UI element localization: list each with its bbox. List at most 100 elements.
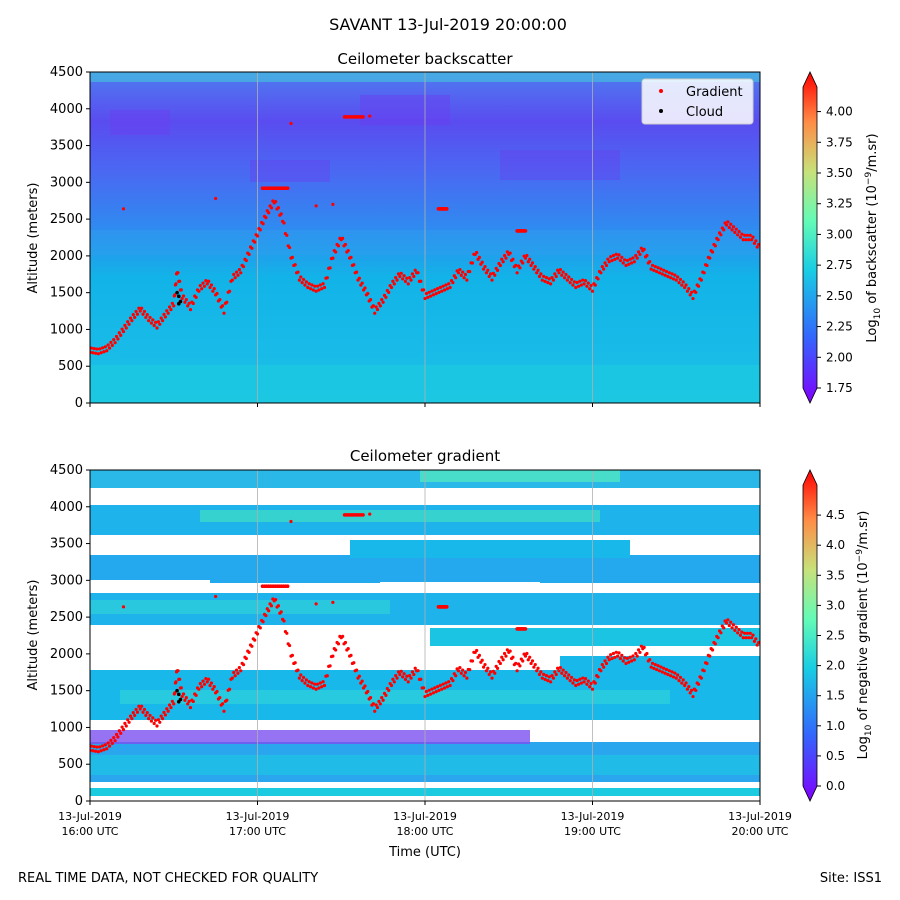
gradient-point: [426, 693, 430, 697]
gradient-point: [346, 249, 350, 253]
gradient-point: [688, 691, 692, 695]
gradient-point: [757, 640, 760, 645]
gradient-point: [685, 687, 690, 691]
gradient-point: [269, 206, 274, 210]
gradient-point: [589, 681, 593, 686]
gradient-point: [741, 636, 745, 640]
gradient-point: [529, 661, 533, 666]
gradient-point: [542, 274, 546, 278]
gradient-point: [511, 655, 515, 659]
gradient-point: [713, 244, 717, 248]
gradient-point: [623, 656, 627, 660]
gradient-point: [691, 296, 695, 301]
gradient-point: [539, 670, 543, 674]
gradient-point: [352, 263, 356, 267]
gradient-point: [239, 271, 243, 275]
gradient-point: [166, 709, 170, 713]
gradient-point: [571, 283, 575, 287]
gradient-point: [380, 298, 384, 302]
gradient-point: [398, 274, 402, 279]
gradient-point: [406, 680, 410, 684]
gradient-point: [222, 709, 226, 713]
gradient-point: [408, 673, 412, 678]
x-tick-label-date: 13-Jul-2019: [728, 810, 792, 823]
gradient-point: [130, 717, 134, 721]
gradient-point: [667, 271, 671, 275]
gradient-point: [561, 668, 565, 672]
gradient-point: [105, 349, 109, 353]
gradient-point: [554, 274, 558, 279]
gradient-point: [394, 673, 398, 678]
gradient-point: [148, 315, 152, 320]
gradient-point: [191, 699, 195, 704]
gradient-point: [602, 267, 606, 271]
gradient-point: [565, 676, 569, 680]
backscatter-yticks: 0 500 1000 1500 2000 2500 3000 3500 4000 4500: [50, 65, 90, 411]
gradient-point: [727, 225, 731, 230]
gradient-point: [537, 274, 542, 279]
gradient-point: [734, 625, 738, 629]
gradient-point: [664, 667, 669, 672]
gradient-point: [296, 270, 300, 274]
gradient-point: [374, 703, 378, 707]
gradient-point: [583, 279, 588, 283]
gradient-point: [462, 674, 466, 678]
gradient-point: [394, 275, 398, 280]
gradient-point: [660, 670, 664, 674]
gradient-point: [600, 264, 604, 269]
gradient-point: [671, 675, 676, 679]
gradient-point: [674, 676, 678, 680]
gradient-point: [416, 271, 420, 275]
gradient-point: [234, 270, 239, 274]
gradient-point: [391, 279, 395, 283]
gradient-point: [582, 680, 586, 684]
gradient-point: [674, 278, 678, 282]
gradient-point: [368, 114, 372, 118]
gradient-point: [685, 289, 690, 293]
gradient-point: [227, 289, 232, 293]
gradient-point: [489, 670, 493, 674]
gradient-point: [539, 272, 543, 276]
gradient-point: [533, 662, 537, 667]
gradient-point: [409, 278, 413, 282]
gradient-title: Ceilometer gradient: [350, 447, 500, 465]
gradient-point: [215, 291, 219, 296]
gradient-point: [525, 253, 529, 258]
gradient-point: [437, 688, 441, 693]
gradient-point: [669, 674, 673, 678]
gradient-point: [250, 246, 254, 250]
gradient-point: [569, 675, 574, 680]
x-tick-label-date: 13-Jul-2019: [393, 810, 457, 823]
gradient-point: [234, 668, 239, 672]
gradient-point: [508, 251, 512, 255]
gradient-point: [321, 680, 325, 684]
gradient-point: [230, 278, 234, 282]
gradient-point: [572, 280, 576, 284]
gradient-point: [116, 735, 120, 739]
gradient-point: [285, 584, 290, 589]
gradient-point: [165, 309, 169, 313]
gradient-point: [694, 688, 698, 693]
gradient-point: [676, 673, 680, 677]
gradient-point: [560, 671, 564, 675]
gradient-point: [377, 699, 381, 703]
gradient-point: [167, 305, 172, 309]
gradient-point: [442, 686, 447, 690]
gradient-point: [536, 666, 540, 670]
gradient-point: [657, 669, 662, 673]
gradient-point: [484, 271, 489, 275]
gradient-point: [722, 228, 726, 232]
backscatter-panel: Ceilometer backscatter 0 500 1000 1500 2000 2…: [26, 50, 883, 411]
gradient-point: [660, 272, 664, 276]
gradient-point: [535, 669, 539, 673]
gradient-point: [743, 631, 747, 635]
gradient-point: [430, 687, 434, 691]
gradient-point: [144, 315, 148, 320]
gradient-point: [403, 677, 408, 681]
gradient-point: [110, 741, 114, 745]
gradient-point: [523, 627, 528, 631]
gradient-point: [475, 648, 479, 653]
gradient-point: [237, 268, 241, 272]
y-tick-label: 1000: [50, 720, 83, 735]
gradient-point: [138, 707, 142, 711]
